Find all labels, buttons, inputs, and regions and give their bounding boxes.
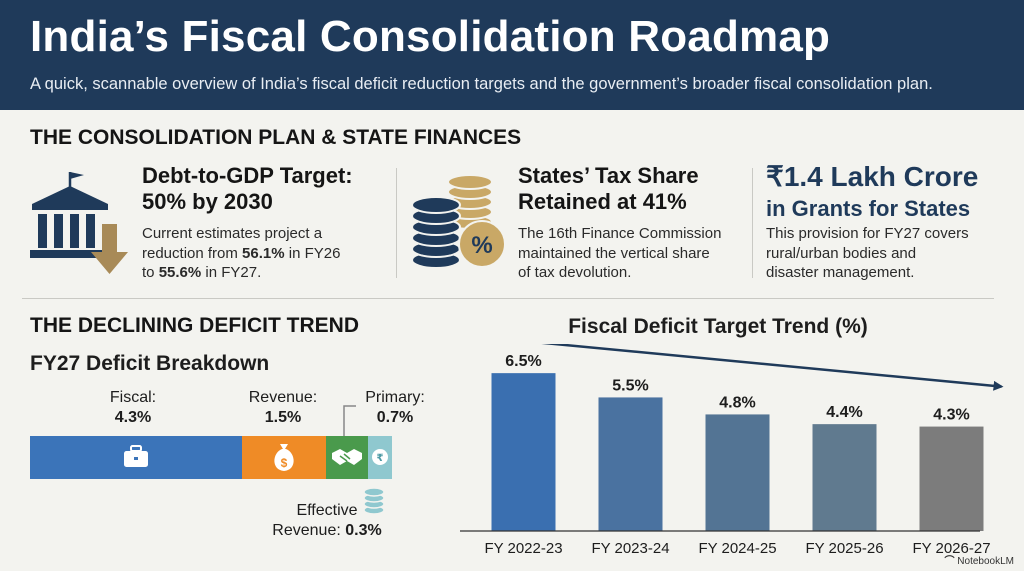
tax-body-line3: of tax devolution.: [518, 264, 632, 281]
bar-fy-2024-25: [705, 414, 770, 531]
money-bag-icon: $: [274, 444, 294, 471]
x-tick-label: FY 2025-26: [805, 540, 883, 557]
segment-name: Effective: [296, 502, 358, 519]
primary-segment-label: Primary: 0.7%: [352, 388, 438, 428]
bar-fy-2022-23: [491, 373, 556, 531]
fiscal-segment-label: Fiscal: 4.3%: [88, 388, 178, 428]
segment-name: Revenue:: [272, 522, 346, 539]
bar-value-label: 4.4%: [826, 404, 862, 421]
debt-fy27-value: 55.6%: [158, 264, 202, 281]
coins-percent-icon: %: [411, 174, 506, 269]
notebooklm-logo-icon: ⌒: [944, 556, 955, 567]
grants-body-line3: disaster management.: [766, 264, 915, 281]
debt-fy26-value: 56.1%: [242, 244, 285, 262]
grants-headline: ₹1.4 Lakh Crore in Grants for States: [766, 160, 978, 222]
rupee-coin-icon: ₹: [372, 449, 388, 465]
grants-body-line1: This provision for FY27 covers: [766, 225, 969, 242]
card-divider: [396, 168, 397, 278]
fiscal-segment: [30, 436, 242, 479]
debt-body-line3: to 55.6% in FY27.: [142, 263, 340, 283]
tax-headline-line2: Retained at 41%: [518, 189, 687, 215]
trend-arrow: [541, 344, 1004, 391]
segment-value: 4.3%: [114, 409, 152, 426]
segment-name: Revenue:: [248, 389, 318, 406]
page-title: India’s Fiscal Consolidation Roadmap: [30, 12, 831, 61]
segment-value: 1.5%: [264, 409, 302, 426]
bar-value-label: 4.8%: [719, 394, 755, 411]
chart-title: Fiscal Deficit Target Trend (%): [568, 315, 868, 338]
briefcase-icon: [124, 445, 148, 467]
grants-body-line2: rural/urban bodies and: [766, 244, 917, 262]
handshake-icon: [332, 449, 362, 465]
debt-body-line1: Current estimates project a: [142, 225, 323, 242]
x-tick-label: FY 2026-27: [912, 540, 990, 557]
revenue-segment-label: Revenue: 1.5%: [238, 388, 328, 428]
brand-text: NotebookLM: [957, 556, 1014, 567]
section-divider: [22, 298, 994, 299]
tax-body: The 16th Finance Commission maintained t…: [518, 224, 721, 283]
debt-headline-line1: Debt-to-GDP Target:: [142, 163, 353, 188]
primary-leader-line: [343, 405, 356, 436]
grants-body: This provision for FY27 covers rural/urb…: [766, 224, 969, 283]
segment-name: Primary:: [365, 389, 425, 406]
svg-text:%: %: [471, 232, 492, 259]
segment-name: Fiscal:: [109, 389, 157, 406]
deficit-section-title: THE DECLINING DEFICIT TREND: [30, 314, 359, 337]
notebooklm-brand: ⌒ NotebookLM: [945, 552, 1014, 567]
breakdown-title: FY27 Deficit Breakdown: [30, 352, 270, 375]
debt-body-text: in FY27.: [201, 264, 262, 281]
bar-value-label: 6.5%: [505, 353, 541, 370]
debt-body-line2: reduction from 56.1% in FY26: [142, 244, 340, 264]
svg-text:₹: ₹: [377, 453, 384, 464]
tax-headline-line1: States’ Tax Share: [518, 163, 699, 188]
effective-revenue-label: Effective Revenue: 0.3%: [262, 501, 392, 541]
tax-body-line1: The 16th Finance Commission: [518, 225, 722, 242]
debt-headline-line2: 50% by 2030: [142, 189, 273, 215]
tax-headline: States’ Tax Share Retained at 41%: [518, 163, 699, 216]
bar-value-label: 4.3%: [933, 407, 969, 424]
grants-amount: ₹1.4 Lakh Crore: [766, 161, 979, 192]
segment-value: 0.3%: [345, 522, 382, 539]
bar-fy-2026-27: [919, 426, 984, 531]
x-tick-label: FY 2023-24: [591, 540, 669, 557]
bank-down-arrow-icon: [30, 172, 128, 274]
revenue-segment: $: [242, 436, 326, 479]
x-tick-label: FY 2024-25: [698, 540, 776, 557]
primary-segment: [326, 436, 368, 479]
bar-fy-2023-24: [598, 397, 663, 531]
bar-value-label: 5.5%: [612, 377, 648, 394]
debt-body: Current estimates project a reduction fr…: [142, 224, 340, 283]
debt-body-text: in FY26: [284, 244, 341, 262]
deficit-trend-chart: 6.5% FY 2022-23 5.5% FY 2023-24 4.8% FY 2024-…: [460, 344, 1004, 557]
debt-body-text: reduction from: [142, 244, 243, 262]
debt-body-text: to: [142, 264, 159, 281]
segment-value: 0.7%: [376, 409, 414, 426]
header-banner: India’s Fiscal Consolidation Roadmap A q…: [0, 0, 1024, 110]
coin-stack-icon: [363, 487, 385, 515]
x-tick-label: FY 2022-23: [484, 540, 562, 557]
tax-body-line2: maintained the vertical share: [518, 244, 710, 262]
bar-fy-2025-26: [812, 424, 877, 531]
plan-section-title: THE CONSOLIDATION PLAN & STATE FINANCES: [30, 126, 522, 149]
debt-headline: Debt-to-GDP Target: 50% by 2030: [142, 163, 353, 216]
card-divider: [752, 168, 753, 278]
page-subtitle: A quick, scannable overview of India’s f…: [30, 75, 933, 93]
grants-headline-line2: in Grants for States: [766, 195, 971, 221]
effective-revenue-segment: ₹: [368, 436, 392, 479]
svg-text:$: $: [281, 456, 288, 470]
